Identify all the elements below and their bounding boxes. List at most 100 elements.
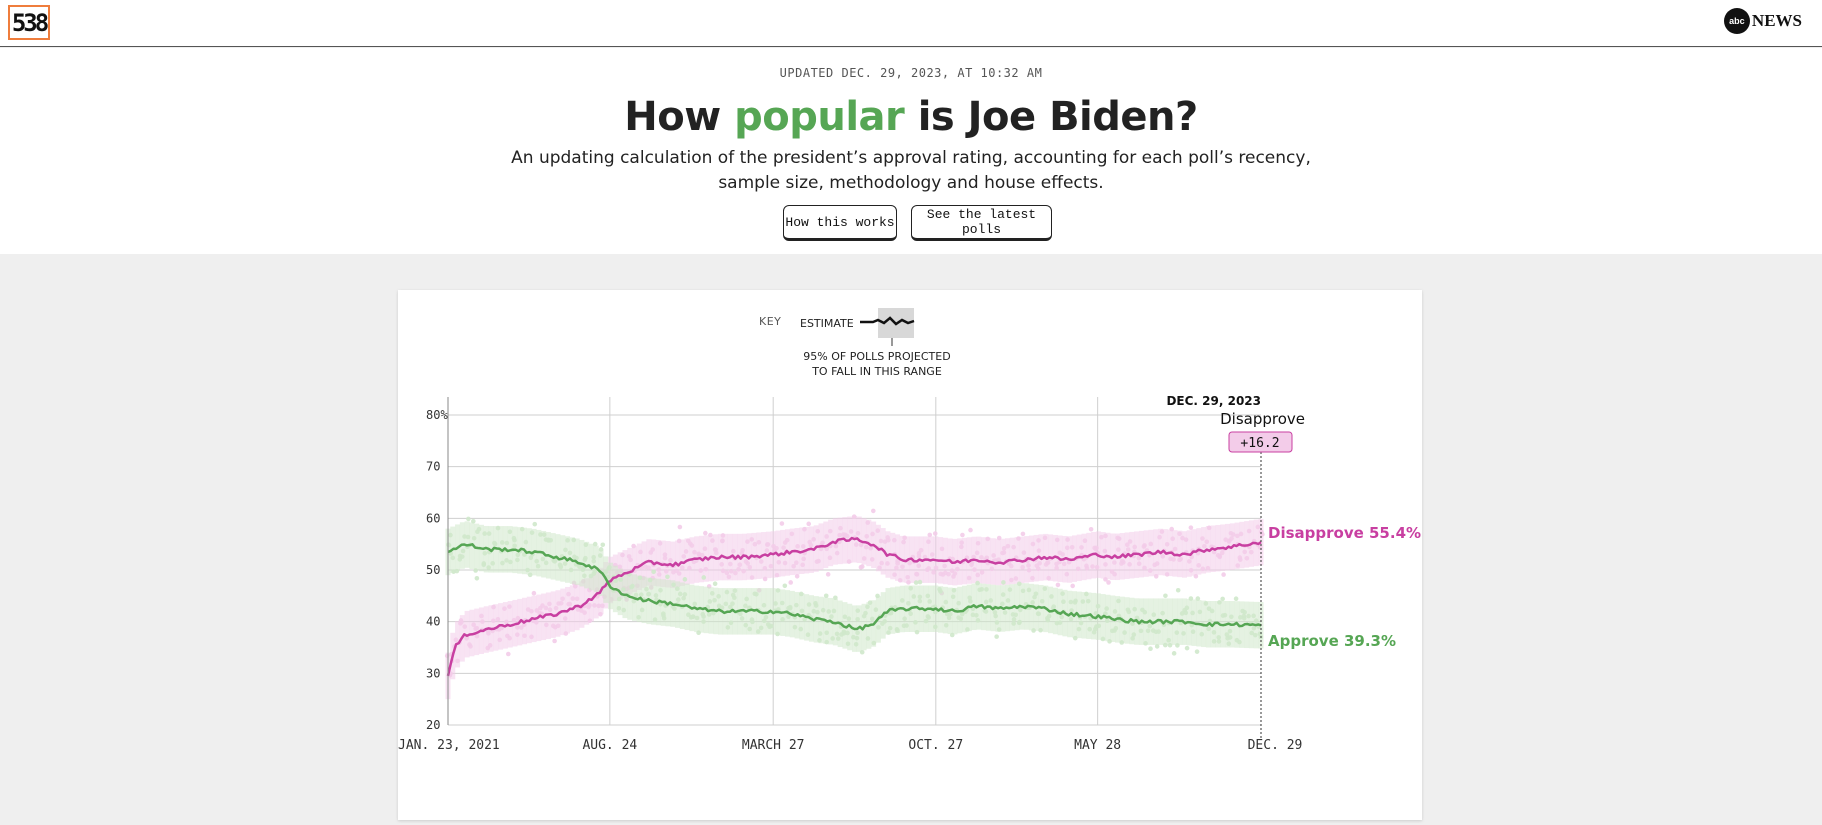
poll-point	[1138, 628, 1144, 634]
poll-point	[572, 583, 578, 589]
poll-point	[952, 571, 958, 576]
poll-point	[1229, 536, 1234, 541]
poll-point	[870, 508, 876, 514]
x-tick-label: MARCH 27	[742, 738, 805, 753]
poll-point	[1242, 549, 1248, 555]
poll-point	[1172, 546, 1178, 552]
poll-point	[1065, 537, 1070, 542]
poll-point	[563, 547, 568, 553]
latest-polls-button[interactable]: See the latest polls	[911, 205, 1052, 241]
poll-point	[487, 643, 493, 648]
poll-point	[492, 540, 497, 546]
poll-point	[727, 561, 733, 567]
poll-point	[859, 564, 865, 569]
poll-point	[476, 526, 482, 532]
poll-point	[802, 617, 807, 622]
poll-point	[663, 569, 669, 574]
poll-point	[522, 552, 527, 557]
poll-point	[631, 543, 636, 549]
poll-point	[637, 575, 643, 581]
poll-point	[502, 606, 507, 611]
poll-point	[745, 561, 750, 566]
poll-point	[1200, 536, 1205, 541]
poll-point	[916, 553, 922, 559]
poll-point	[979, 570, 985, 575]
poll-point	[927, 532, 933, 538]
poll-point	[677, 524, 683, 530]
poll-point	[837, 532, 842, 538]
margin-badge	[1228, 431, 1293, 453]
poll-point	[713, 547, 719, 553]
poll-point	[587, 602, 592, 608]
poll-point	[1122, 630, 1127, 635]
poll-point	[922, 554, 928, 560]
poll-point	[908, 611, 913, 617]
poll-point	[918, 547, 924, 553]
poll-point	[1227, 635, 1233, 640]
poll-point	[1104, 606, 1109, 611]
poll-point	[851, 634, 856, 640]
poll-point	[845, 630, 850, 636]
poll-point	[942, 563, 947, 569]
poll-point	[660, 611, 666, 616]
poll-point	[761, 618, 767, 624]
poll-point	[902, 535, 907, 541]
poll-point	[1186, 559, 1192, 564]
poll-point	[591, 558, 597, 564]
poll-point	[937, 587, 942, 592]
range-band-slice	[1019, 536, 1025, 584]
poll-point	[560, 596, 565, 602]
poll-point	[497, 637, 503, 643]
poll-point	[1013, 612, 1019, 618]
poll-point	[833, 543, 839, 549]
poll-point	[1127, 562, 1132, 567]
poll-point	[665, 574, 670, 580]
poll-point	[985, 536, 991, 542]
poll-point	[991, 553, 996, 558]
chart-key: KEY ESTIMATE 95% OF POLLS PROJECTED TO F…	[759, 308, 951, 378]
approve-end-label: Approve 39.3%	[1268, 632, 1396, 650]
range-band-slice	[823, 521, 829, 569]
poll-point	[904, 623, 909, 628]
poll-point	[613, 578, 618, 584]
poll-point	[913, 580, 919, 585]
y-tick-label: 50	[426, 563, 440, 577]
poll-point	[795, 544, 800, 549]
poll-point	[782, 583, 788, 589]
poll-point	[841, 630, 847, 636]
poll-point	[1180, 535, 1185, 541]
poll-point	[972, 567, 977, 572]
poll-point	[846, 559, 852, 564]
poll-point	[740, 547, 745, 553]
poll-point	[656, 572, 662, 577]
poll-point	[712, 597, 717, 603]
poll-point	[926, 566, 931, 571]
poll-point	[955, 566, 960, 572]
538-logo[interactable]: 538	[8, 5, 50, 40]
range-band-slice	[1100, 532, 1106, 579]
poll-point	[453, 637, 459, 643]
poll-point	[716, 594, 721, 599]
poll-point	[779, 600, 785, 606]
poll-point	[951, 588, 957, 593]
poll-point	[838, 525, 843, 531]
y-tick-label: 70	[426, 460, 440, 474]
abc-news-logo[interactable]: abc NEWS	[1723, 8, 1802, 34]
poll-point	[521, 622, 527, 628]
poll-point	[787, 604, 793, 610]
poll-point	[779, 521, 785, 526]
poll-point	[974, 550, 980, 556]
poll-point	[1252, 632, 1258, 638]
poll-point	[1042, 586, 1048, 591]
poll-point	[540, 603, 545, 608]
poll-point	[1216, 639, 1222, 644]
poll-point	[855, 630, 860, 636]
poll-point	[859, 649, 865, 655]
how-this-works-button[interactable]: How this works	[783, 205, 897, 241]
poll-point	[943, 622, 949, 628]
poll-point	[1216, 635, 1222, 640]
poll-point	[482, 531, 487, 536]
poll-point	[466, 516, 471, 522]
y-tick-label: 20	[426, 718, 440, 732]
poll-point	[749, 575, 755, 580]
